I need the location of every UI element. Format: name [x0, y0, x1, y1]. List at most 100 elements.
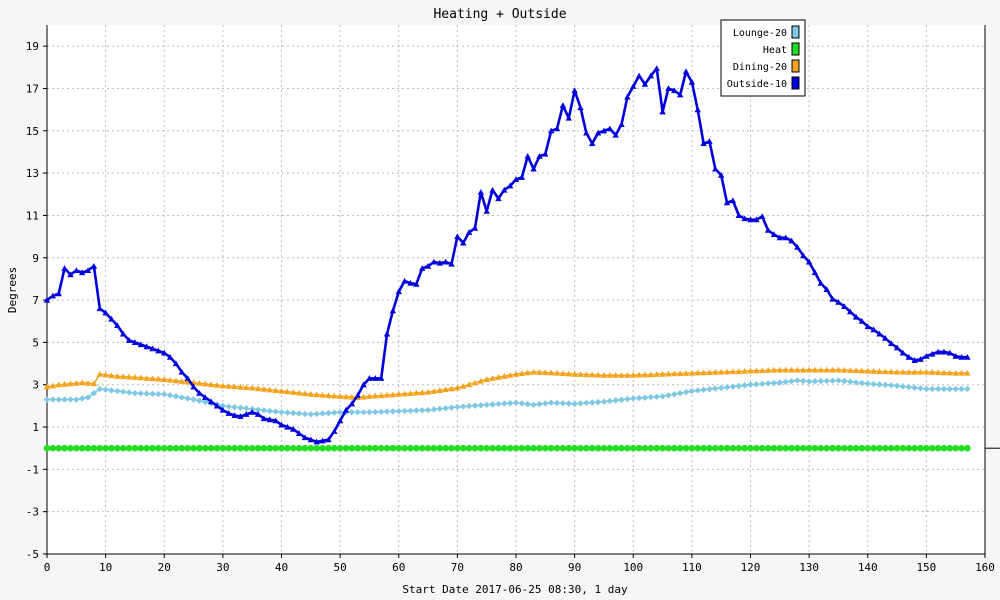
dining-20-point: [876, 368, 883, 374]
dining-20-point: [90, 380, 98, 387]
lounge-20-point: [676, 389, 684, 397]
dining-20-point: [741, 367, 748, 374]
series-heat: [43, 444, 971, 452]
dining-20-point: [893, 368, 901, 375]
heat-point: [612, 444, 619, 452]
y-tick-label: -3: [26, 506, 39, 519]
heat-point: [712, 444, 719, 452]
lounge-20-point: [254, 406, 262, 413]
outside-10-point: [536, 152, 543, 159]
lounge-20-point: [49, 396, 57, 403]
dining-20-point: [547, 369, 555, 376]
dining-20-point: [729, 368, 737, 375]
outside-10-point: [946, 349, 954, 356]
heat-point: [829, 444, 836, 452]
dining-20-point: [518, 370, 526, 376]
outside-10-point: [923, 352, 930, 359]
heat-point: [90, 444, 98, 452]
lounge-20-point: [823, 377, 830, 385]
dining-20-point: [958, 369, 965, 376]
heat-point: [934, 444, 942, 452]
heat-point: [260, 444, 268, 452]
dining-20-point: [460, 383, 467, 389]
dining-20-point: [682, 370, 690, 376]
dining-20-point: [407, 390, 414, 396]
y-tick-label: 3: [32, 379, 39, 392]
legend-label: Outside-10: [727, 79, 787, 90]
lounge-20-point: [706, 385, 713, 393]
lounge-20-point: [841, 377, 848, 385]
dining-20-point: [266, 386, 273, 393]
lounge-20-point: [589, 399, 596, 406]
dining-20-point: [149, 375, 156, 382]
heat-point: [694, 444, 702, 452]
outside-10-point: [207, 398, 215, 405]
lounge-20-point: [161, 391, 168, 398]
outside-10-point: [108, 315, 115, 322]
outside-10-point: [841, 303, 848, 309]
outside-10-point: [805, 258, 813, 265]
lounge-20-point: [512, 399, 520, 406]
lounge-20-point: [624, 395, 631, 403]
dining-20-point: [635, 371, 643, 378]
heat-point: [606, 444, 614, 452]
heat-point: [682, 444, 690, 452]
outside-10-point: [565, 114, 572, 121]
lounge-20-point: [829, 377, 836, 384]
outside-10-point: [225, 410, 232, 416]
heat-point: [207, 444, 215, 452]
x-tick-label: 70: [451, 561, 464, 574]
dining-20-point: [389, 391, 397, 398]
outside-10-point: [477, 188, 485, 195]
dining-20-point: [225, 383, 232, 389]
dining-20-point: [929, 369, 936, 375]
lounge-20-point: [419, 407, 426, 414]
heat-point: [448, 444, 455, 452]
lounge-20-point: [483, 401, 490, 409]
heat-point: [858, 444, 866, 452]
heat-point: [911, 444, 918, 452]
x-tick-label: 160: [975, 561, 995, 574]
lounge-20-point: [336, 409, 344, 416]
lounge-20-point: [700, 386, 707, 393]
dining-20-point: [96, 370, 103, 377]
heat-point: [465, 444, 473, 452]
heat-point: [624, 444, 631, 452]
y-axis-title: Degrees: [6, 267, 19, 313]
lounge-20-point: [647, 394, 655, 401]
outside-10-point: [612, 131, 619, 138]
dining-20-point: [553, 369, 561, 376]
x-tick-label: 100: [623, 561, 643, 574]
heat-point: [178, 444, 186, 452]
heat-point: [342, 444, 350, 452]
outside-10-point: [272, 417, 279, 424]
heat-point: [553, 444, 561, 452]
dining-20-point: [764, 367, 772, 373]
outside-10-point: [676, 91, 684, 98]
dining-20-point: [184, 378, 191, 385]
lounge-20-point: [84, 394, 92, 401]
outside-10-point: [864, 323, 871, 330]
dining-20-point: [964, 369, 971, 376]
x-tick-label: 80: [509, 561, 522, 574]
outside-10-point: [248, 409, 256, 415]
heat-point: [864, 444, 872, 452]
heat-point: [284, 444, 291, 452]
dining-20-point: [465, 381, 473, 388]
dining-20-point: [530, 368, 537, 375]
heat-point: [471, 444, 479, 452]
lounge-20-point: [389, 408, 397, 415]
lounge-20-point: [893, 382, 901, 389]
series-dining-20: [43, 366, 971, 400]
heat-point: [231, 444, 238, 452]
lounge-20-point: [547, 399, 555, 406]
outside-10-point: [354, 392, 361, 398]
dining-20-point: [178, 378, 186, 384]
heat-point: [870, 444, 877, 452]
lounge-20-point: [858, 379, 866, 387]
dining-20-point: [342, 393, 350, 400]
outside-10-point: [114, 322, 121, 329]
outside-10-point: [372, 375, 379, 381]
heat-point: [131, 444, 139, 452]
outside-10-point: [448, 260, 455, 267]
